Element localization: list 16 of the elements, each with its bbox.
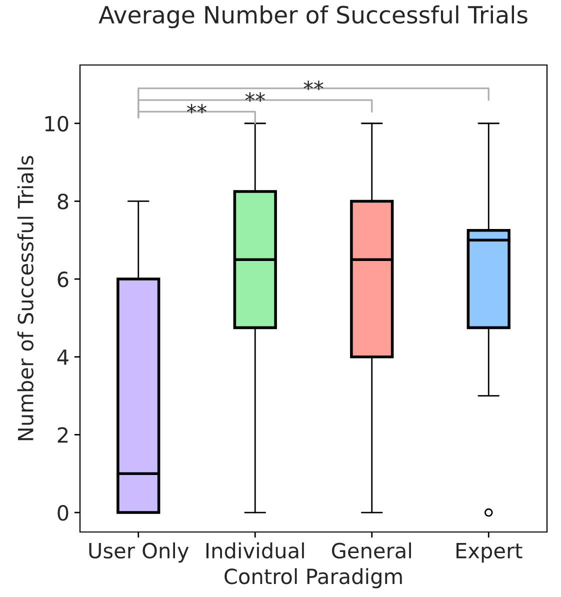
y-axis-title: Number of Successful Trials	[17, 156, 34, 440]
annotation: **	[245, 92, 265, 102]
y-tick-label: 6	[58, 271, 68, 288]
annotation: **	[304, 80, 324, 90]
y-tick-label: 8	[58, 194, 68, 210]
x-tick-label: Individual	[206, 542, 304, 559]
x-tick-label: General	[332, 542, 411, 559]
y-tick-label: 2	[58, 427, 68, 443]
chart-title: Average Number of Successful Trials	[98, 5, 528, 28]
y-tick-label: 10	[45, 116, 68, 132]
y-tick-label: 4	[57, 350, 68, 365]
x-tick-label: Expert	[456, 543, 522, 563]
x-axis-title: Control Paradigm	[224, 568, 402, 588]
x-tick-label: User Only	[89, 542, 189, 563]
annotation: **	[186, 104, 207, 114]
y-tick-label: 0	[58, 504, 68, 521]
